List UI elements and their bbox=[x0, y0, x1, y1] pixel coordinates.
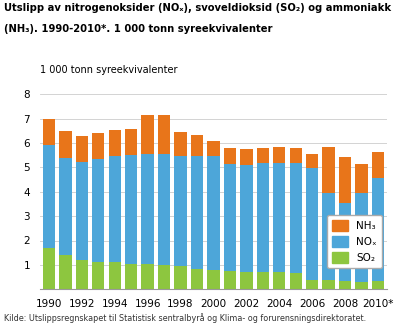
Bar bbox=[92, 263, 105, 289]
Bar bbox=[273, 148, 285, 162]
Bar bbox=[322, 280, 335, 289]
Bar bbox=[339, 157, 351, 203]
Bar bbox=[191, 268, 203, 289]
Bar bbox=[158, 265, 170, 289]
Bar bbox=[290, 273, 302, 289]
Bar bbox=[92, 159, 105, 263]
Bar bbox=[306, 154, 318, 168]
Bar bbox=[306, 168, 318, 280]
Bar bbox=[207, 156, 219, 270]
Bar bbox=[125, 264, 137, 289]
Bar bbox=[125, 155, 137, 264]
Bar bbox=[125, 129, 137, 155]
Bar bbox=[59, 158, 71, 255]
Bar bbox=[224, 148, 236, 164]
Bar bbox=[339, 281, 351, 289]
Bar bbox=[322, 147, 335, 193]
Bar bbox=[191, 135, 203, 156]
Bar bbox=[158, 154, 170, 265]
Bar bbox=[257, 148, 269, 163]
Bar bbox=[142, 115, 154, 154]
Bar bbox=[224, 164, 236, 271]
Bar bbox=[224, 271, 236, 289]
Bar bbox=[191, 156, 203, 268]
Bar bbox=[109, 263, 121, 289]
Bar bbox=[142, 154, 154, 265]
Bar bbox=[142, 265, 154, 289]
Bar bbox=[372, 178, 384, 281]
Bar bbox=[356, 164, 368, 193]
Bar bbox=[76, 136, 88, 162]
Bar bbox=[257, 272, 269, 289]
Bar bbox=[109, 130, 121, 156]
Bar bbox=[240, 272, 253, 289]
Bar bbox=[257, 163, 269, 272]
Bar bbox=[43, 146, 55, 248]
Bar bbox=[290, 148, 302, 163]
Bar bbox=[356, 193, 368, 282]
Bar bbox=[339, 203, 351, 281]
Bar bbox=[372, 281, 384, 289]
Bar bbox=[174, 156, 187, 266]
Bar bbox=[174, 266, 187, 289]
Bar bbox=[290, 163, 302, 273]
Bar bbox=[207, 140, 219, 156]
Bar bbox=[207, 270, 219, 289]
Bar bbox=[322, 193, 335, 280]
Bar bbox=[43, 248, 55, 289]
Text: 1 000 tonn syreekvivalenter: 1 000 tonn syreekvivalenter bbox=[40, 65, 178, 75]
Bar bbox=[356, 282, 368, 289]
Bar bbox=[158, 115, 170, 154]
Bar bbox=[43, 119, 55, 146]
Text: (NH₃). 1990-2010*. 1 000 tonn syreekvivalenter: (NH₃). 1990-2010*. 1 000 tonn syreekviva… bbox=[4, 24, 273, 34]
Bar bbox=[92, 133, 105, 159]
Legend: NH₃, NOₓ, SO₂: NH₃, NOₓ, SO₂ bbox=[327, 215, 382, 268]
Bar bbox=[76, 162, 88, 261]
Bar bbox=[109, 156, 121, 263]
Bar bbox=[372, 152, 384, 178]
Bar bbox=[76, 261, 88, 289]
Bar bbox=[59, 131, 71, 158]
Bar bbox=[273, 162, 285, 272]
Text: Utslipp av nitrogenoksider (NOₓ), svoveldioksid (SO₂) og ammoniakk: Utslipp av nitrogenoksider (NOₓ), svovel… bbox=[4, 3, 391, 13]
Bar bbox=[306, 280, 318, 289]
Bar bbox=[240, 149, 253, 165]
Text: Kilde: Utslippsregnskapet til Statistisk sentralbyrå og Klima- og forurensningsd: Kilde: Utslippsregnskapet til Statistisk… bbox=[4, 314, 366, 323]
Bar bbox=[273, 272, 285, 289]
Bar bbox=[59, 255, 71, 289]
Bar bbox=[240, 165, 253, 272]
Bar bbox=[174, 132, 187, 156]
